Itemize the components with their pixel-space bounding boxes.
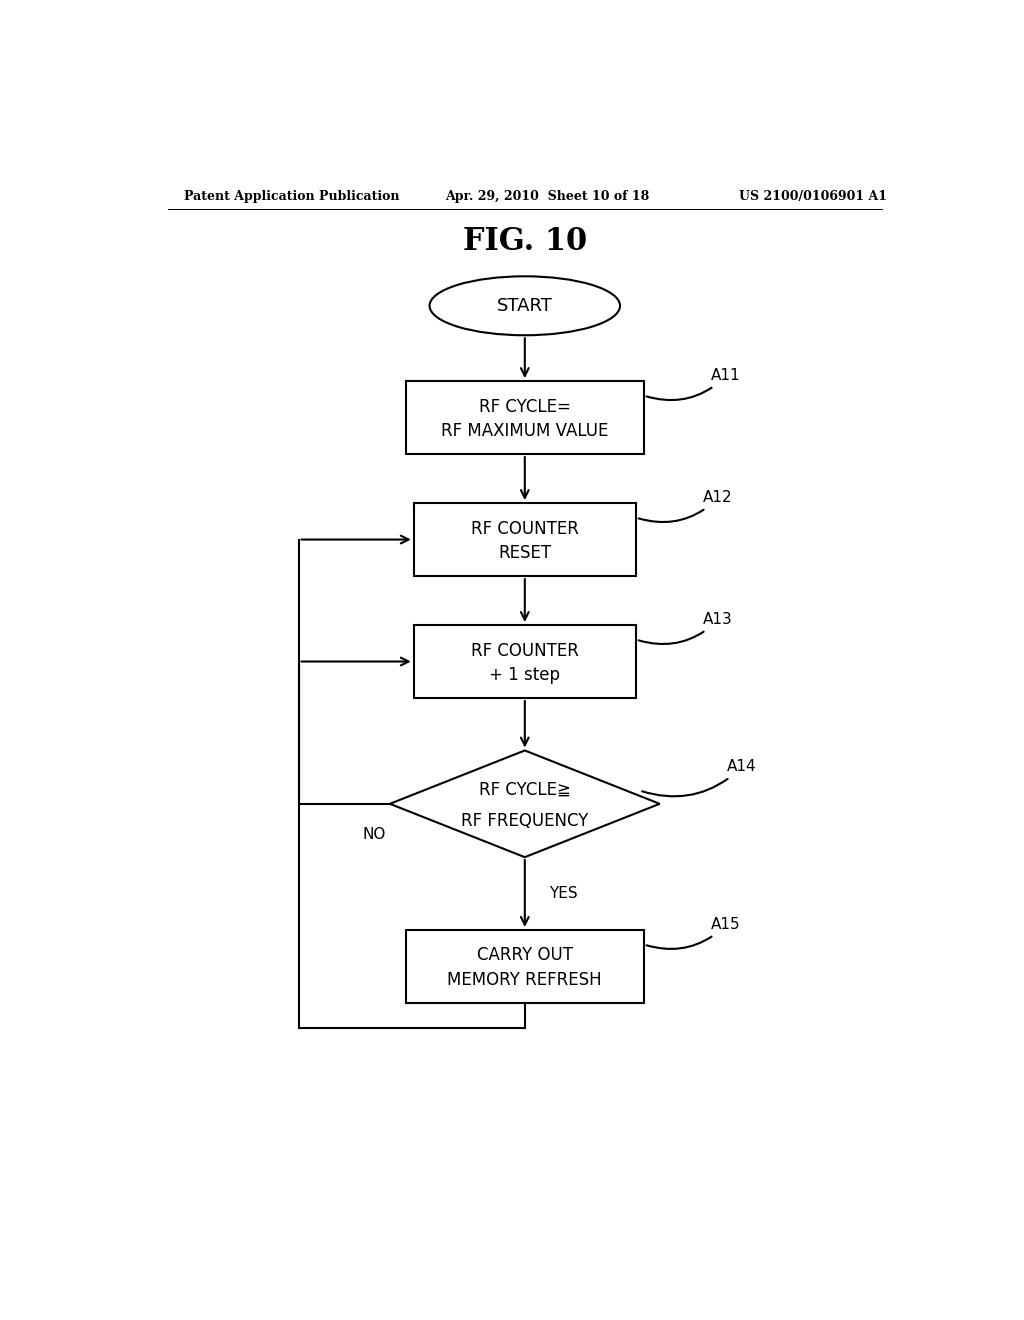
Text: NO: NO [362,826,386,842]
Text: RF FREQUENCY: RF FREQUENCY [461,812,589,830]
FancyBboxPatch shape [406,381,644,454]
Text: START: START [497,297,553,314]
Polygon shape [390,751,659,857]
Text: Patent Application Publication: Patent Application Publication [183,190,399,202]
Text: RF COUNTER: RF COUNTER [471,520,579,537]
Text: A12: A12 [639,490,733,521]
Text: + 1 step: + 1 step [489,665,560,684]
Ellipse shape [430,276,620,335]
Text: RF CYCLE≧: RF CYCLE≧ [479,781,570,799]
Text: A15: A15 [646,917,741,949]
Text: A13: A13 [639,612,733,644]
Text: RF CYCLE=: RF CYCLE= [479,397,570,416]
Text: US 2100/0106901 A1: US 2100/0106901 A1 [739,190,887,202]
Text: RF COUNTER: RF COUNTER [471,642,579,660]
FancyBboxPatch shape [414,624,636,698]
FancyBboxPatch shape [414,503,636,576]
Text: CARRY OUT: CARRY OUT [477,946,572,965]
Text: Apr. 29, 2010  Sheet 10 of 18: Apr. 29, 2010 Sheet 10 of 18 [445,190,649,202]
Text: A11: A11 [646,368,741,400]
Text: MEMORY REFRESH: MEMORY REFRESH [447,970,602,989]
FancyBboxPatch shape [406,929,644,1003]
Text: A14: A14 [642,759,757,796]
Text: RF MAXIMUM VALUE: RF MAXIMUM VALUE [441,422,608,440]
Text: FIG. 10: FIG. 10 [463,226,587,257]
Text: YES: YES [549,886,578,902]
Text: RESET: RESET [499,544,551,562]
